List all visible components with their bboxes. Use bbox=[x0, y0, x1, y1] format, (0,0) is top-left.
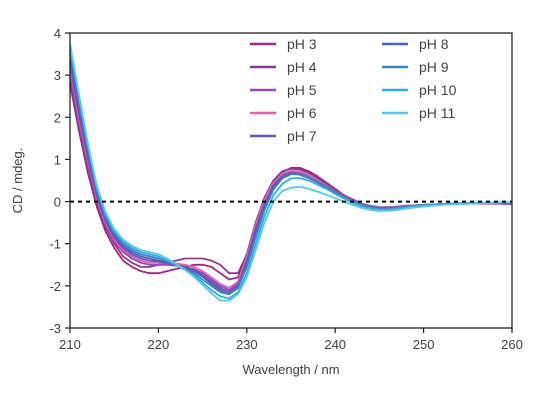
y-tick-label: 2 bbox=[54, 110, 61, 125]
y-tick-label: 4 bbox=[54, 26, 61, 41]
y-tick-label: 0 bbox=[54, 195, 61, 210]
series-layer bbox=[69, 43, 513, 302]
x-axis-title: Wavelength / nm bbox=[242, 362, 339, 377]
x-tick-label: 240 bbox=[324, 337, 346, 352]
y-tick-label: -2 bbox=[49, 279, 61, 294]
legend-label: pH 6 bbox=[287, 105, 317, 121]
legend-label: pH 3 bbox=[287, 36, 317, 52]
series-line-ph-11 bbox=[69, 43, 512, 302]
y-tick-label: 3 bbox=[54, 68, 61, 83]
y-axis: -3 -2 -1 0 1 2 3 4 bbox=[49, 26, 70, 336]
legend-label: pH 10 bbox=[419, 82, 457, 98]
plot-frame bbox=[69, 32, 513, 329]
x-tick-label: 250 bbox=[413, 337, 435, 352]
x-tick-label: 230 bbox=[236, 337, 258, 352]
legend-label: pH 5 bbox=[287, 82, 317, 98]
x-tick-label: 210 bbox=[59, 337, 81, 352]
x-tick-label: 220 bbox=[148, 337, 170, 352]
y-axis-title: CD / mdeg. bbox=[10, 148, 25, 214]
y-tick-label: 1 bbox=[54, 152, 61, 167]
y-tick-label: -3 bbox=[49, 321, 61, 336]
x-tick-label: 260 bbox=[501, 337, 523, 352]
legend-label: pH 4 bbox=[287, 59, 317, 75]
legend-label: pH 11 bbox=[419, 105, 456, 121]
x-axis: 210 220 230 240 250 260 bbox=[59, 328, 523, 352]
legend-label: pH 7 bbox=[287, 128, 317, 144]
legend-label: pH 9 bbox=[419, 59, 449, 75]
legend-label: pH 8 bbox=[419, 36, 449, 52]
y-tick-label: -1 bbox=[49, 237, 61, 252]
legend: pH 3 pH 4 pH 5 pH 6 pH 7 pH 8 pH 9 pH 10 pH 11 bbox=[250, 36, 457, 144]
